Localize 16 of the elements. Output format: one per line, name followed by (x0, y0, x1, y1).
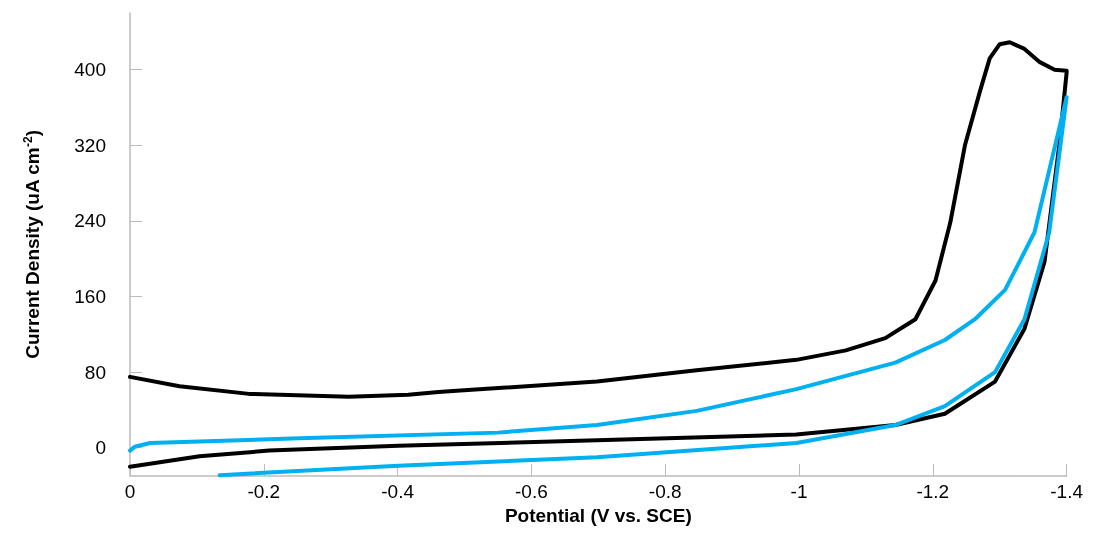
x-tick-label: -0.2 (247, 481, 281, 503)
y-tick-label: 400 (74, 59, 106, 81)
x-axis-title: Potential (V vs. SCE) (504, 505, 692, 526)
y-axis-title: Current Density (uA cm-2) (21, 129, 43, 359)
x-tick-label: -1.4 (1050, 481, 1084, 503)
y-tick-label: 0 (95, 437, 106, 459)
y-tick-label: 320 (74, 134, 106, 156)
x-tick-label: -0.8 (648, 481, 682, 503)
x-tick-label: -1 (790, 481, 808, 503)
x-tick-label: 0 (124, 481, 136, 503)
y-tick-label: 160 (74, 286, 106, 308)
y-tick-label: 80 (84, 361, 106, 383)
x-tick-label: -0.6 (515, 481, 548, 503)
x-tick-label: -1.2 (916, 481, 950, 503)
y-tick-label: 240 (74, 210, 106, 232)
x-tick-label: -0.4 (381, 481, 415, 503)
